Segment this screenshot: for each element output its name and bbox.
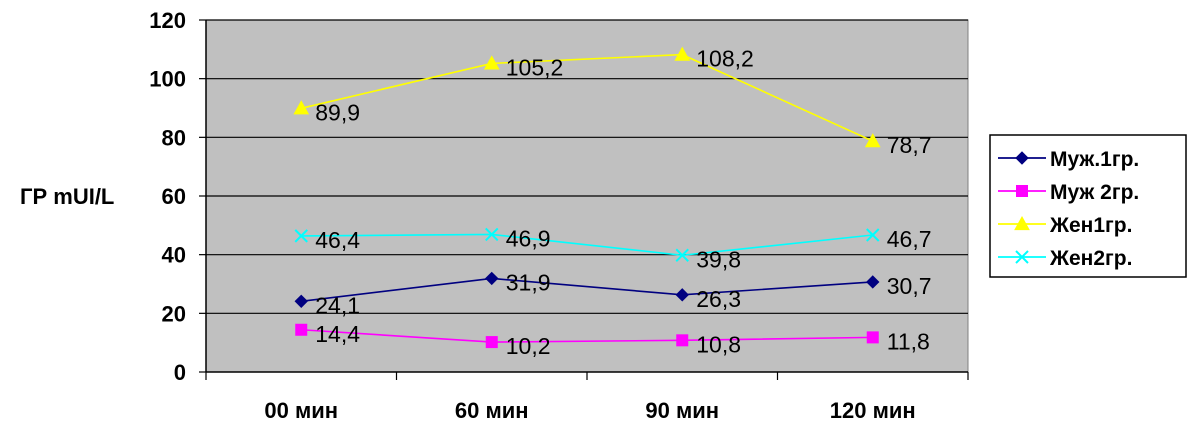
series-3: 89,9 105,2 108,2 78,7 xyxy=(293,46,932,158)
data-point xyxy=(483,55,500,70)
data-point xyxy=(864,133,881,148)
y-tick-label: 80 xyxy=(162,125,186,150)
series-line xyxy=(301,233,873,257)
x-axis-ticks: 00 мин 60 мин 90 мин 120 мин xyxy=(205,372,969,423)
data-point xyxy=(675,288,689,302)
legend-marker xyxy=(1016,185,1028,197)
data-label: 14,4 xyxy=(315,321,360,347)
series-line xyxy=(301,277,873,303)
series-line xyxy=(301,328,873,343)
y-axis-ticks: 0 20 40 60 80 100 120 xyxy=(149,8,206,385)
series-2: 14,4 10,2 10,8 11,8 xyxy=(295,321,930,359)
data-label: 46,4 xyxy=(315,227,360,253)
data-label: 30,7 xyxy=(887,273,932,299)
y-axis-label: ГР mUI/L xyxy=(20,184,114,209)
data-point xyxy=(485,336,498,349)
data-label: 26,3 xyxy=(696,286,741,312)
x-tick-label: 90 мин xyxy=(645,398,719,423)
legend-marker xyxy=(1015,151,1029,165)
data-label: 108,2 xyxy=(696,46,754,72)
data-label: 46,7 xyxy=(887,226,932,252)
y-tick-label: 100 xyxy=(149,67,186,92)
data-label: 78,7 xyxy=(887,132,932,158)
data-point xyxy=(675,248,689,262)
x-tick-label: 120 мин xyxy=(830,398,916,423)
series-4: 46,4 46,9 39,8 46,7 xyxy=(294,225,932,272)
legend-marker xyxy=(1014,215,1030,231)
data-label: 89,9 xyxy=(315,99,360,125)
data-point xyxy=(676,334,689,347)
legend-label: Жен1гр. xyxy=(1049,214,1132,237)
y-tick-label: 0 xyxy=(174,360,186,385)
data-point xyxy=(294,294,308,309)
data-label: 10,2 xyxy=(506,333,551,359)
legend-marker xyxy=(1015,250,1029,264)
series-line xyxy=(301,53,874,142)
y-tick-label: 40 xyxy=(162,243,186,268)
data-label: 31,9 xyxy=(506,269,551,295)
data-point xyxy=(866,331,879,344)
data-label: 46,9 xyxy=(506,225,551,251)
data-point xyxy=(485,271,499,286)
x-tick-label: 00 мин xyxy=(264,398,338,423)
series-layer: 24,1 31,9 26,3 30,7 14,4 10,2 10,8 11,8 89,9 105,… xyxy=(293,46,932,359)
data-label: 11,8 xyxy=(887,328,930,354)
data-point xyxy=(485,227,499,242)
y-tick-label: 120 xyxy=(149,8,186,33)
data-label: 10,8 xyxy=(696,331,741,357)
data-label: 24,1 xyxy=(315,292,360,318)
legend-item: Жен1гр. xyxy=(998,214,1132,237)
data-point xyxy=(866,275,880,289)
legend-item: Муж.1гр. xyxy=(998,148,1139,171)
legend-item: Муж 2гр. xyxy=(998,181,1139,204)
data-label: 105,2 xyxy=(506,54,564,80)
y-tick-label: 60 xyxy=(162,184,186,209)
data-point xyxy=(293,100,310,115)
gridlines xyxy=(206,19,968,314)
data-point xyxy=(295,323,308,336)
legend-label: Муж 2гр. xyxy=(1050,181,1139,204)
legend-label: Жен2гр. xyxy=(1049,247,1132,270)
data-point xyxy=(674,46,691,61)
y-tick-label: 20 xyxy=(162,301,186,326)
series-1: 24,1 31,9 26,3 30,7 xyxy=(294,269,932,318)
x-tick-label: 60 мин xyxy=(455,398,529,423)
legend-item: Жен2гр. xyxy=(998,247,1132,270)
data-point xyxy=(294,229,308,243)
data-label: 39,8 xyxy=(696,246,741,272)
legend: Муж.1гр. Муж 2гр. Жен1гр. Жен2гр. xyxy=(989,134,1187,278)
data-point xyxy=(866,228,880,242)
legend-label: Муж.1гр. xyxy=(1050,148,1139,171)
